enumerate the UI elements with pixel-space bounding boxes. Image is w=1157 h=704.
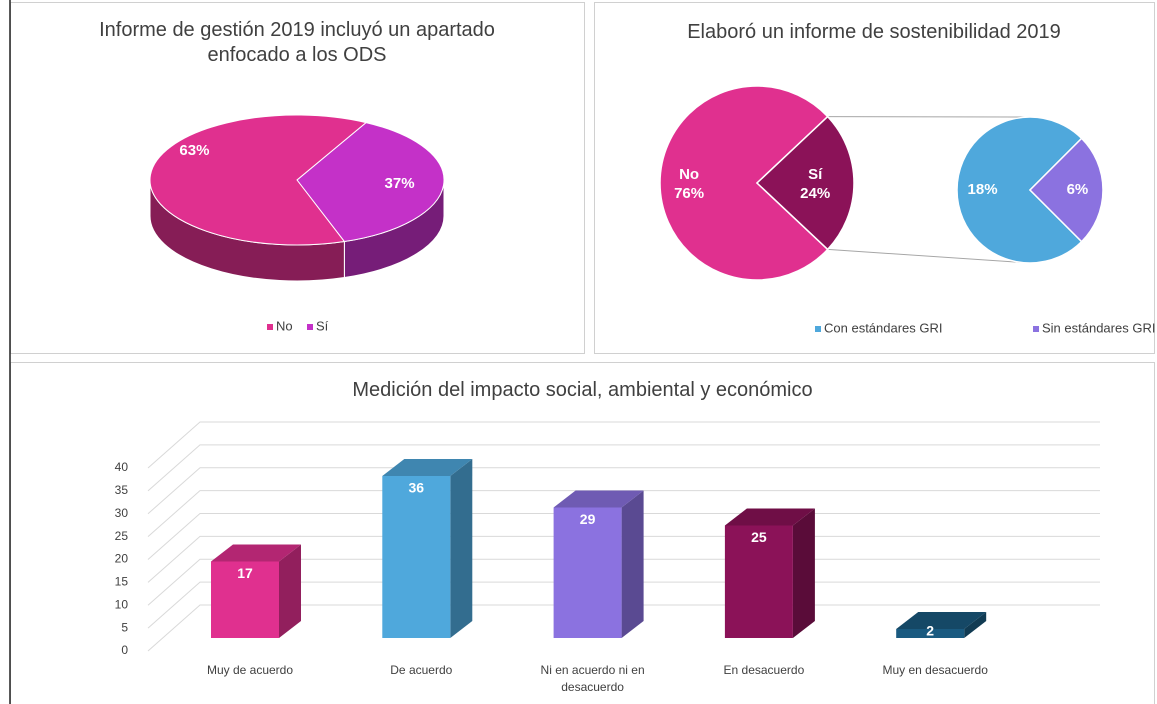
y-tick-label: 40 (115, 460, 129, 474)
data-label: 24% (800, 185, 830, 202)
data-label: No (679, 166, 699, 183)
data-label: 6% (1067, 181, 1089, 198)
y-tick-label: 30 (115, 506, 129, 520)
legend-swatch (1033, 326, 1039, 332)
legend-label: Con estándares GRI (824, 320, 943, 335)
pie-slice (659, 85, 829, 281)
pie-slice (755, 115, 855, 251)
y-tick-label: 5 (121, 620, 128, 634)
data-label: 17 (237, 565, 253, 581)
data-label: Sí (808, 166, 823, 183)
y-tick-label: 0 (121, 643, 128, 657)
grid-line (147, 444, 1100, 492)
x-tick-label: De acuerdo (390, 663, 453, 677)
legend-swatch (267, 324, 273, 330)
data-label: 29 (580, 511, 596, 527)
bar-side (279, 544, 301, 638)
chart-title: Medición del impacto social, ambiental y… (352, 379, 813, 401)
connector (827, 248, 1031, 264)
legend-swatch (815, 326, 821, 332)
legend-label: No (276, 318, 293, 333)
bar-side (621, 490, 644, 638)
data-label: 63% (179, 142, 209, 159)
bar-top (896, 612, 987, 629)
legend-label: Sin estándares GRI (1042, 320, 1155, 335)
y-tick-label: 25 (115, 529, 129, 543)
y-tick-label: 15 (115, 575, 129, 589)
bar-top (553, 490, 644, 508)
chart-title: Informe de gestión 2019 incluyó un apart… (99, 19, 495, 66)
y-tick-label: 10 (115, 597, 129, 611)
legend-swatch (307, 324, 313, 330)
bar (724, 525, 793, 638)
bar-top (211, 544, 301, 562)
bar-top (724, 508, 815, 526)
pie-slice (956, 116, 1083, 264)
grid-line (147, 490, 1100, 537)
legend-label: Sí (316, 318, 329, 333)
y-tick-label: 20 (115, 552, 129, 566)
x-tick-label: En desacuerdo (723, 663, 805, 677)
grid-line (147, 421, 1100, 469)
x-tick-label: Muy de acuerdo (206, 663, 294, 677)
pie-slice (149, 114, 368, 246)
bar (211, 561, 279, 638)
data-label: 25 (751, 529, 767, 545)
data-label: 18% (968, 181, 998, 198)
bar (382, 476, 451, 638)
data-label: 76% (674, 185, 704, 202)
y-tick-label: 35 (115, 483, 129, 497)
pie-slice (1028, 137, 1104, 243)
pie-slice (296, 122, 445, 243)
x-tick-label: Muy en desacuerdo (882, 663, 988, 677)
bar-side (450, 459, 473, 638)
bar (553, 507, 622, 638)
bar-side (792, 508, 815, 638)
chart-title: Elaboró un informe de sostenibilidad 201… (687, 21, 1061, 43)
bar-top (382, 459, 473, 476)
bar-side (964, 612, 987, 638)
x-tick-label: Ni en acuerdo ni en desacuerdo (540, 663, 645, 694)
data-label: 2 (926, 623, 934, 639)
grid-line (147, 467, 1100, 515)
bar (896, 629, 965, 638)
data-label: 36 (409, 480, 425, 496)
data-label: 37% (385, 175, 415, 192)
